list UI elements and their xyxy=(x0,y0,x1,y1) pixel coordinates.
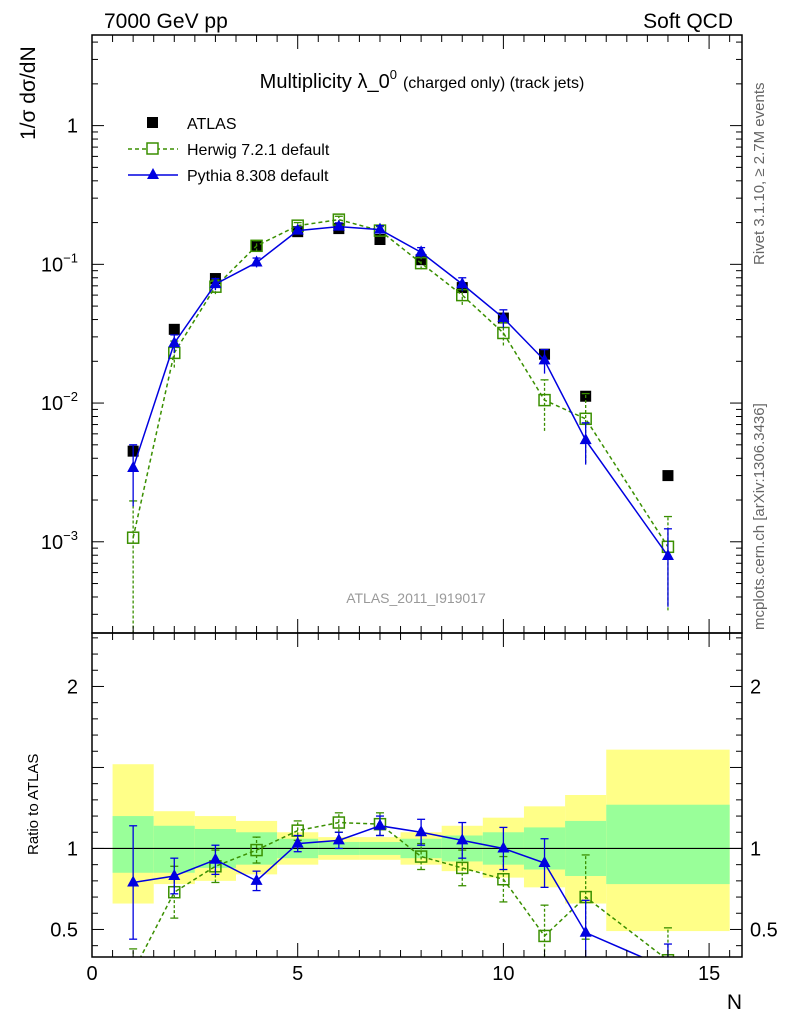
legend-marker-herwig xyxy=(146,142,159,155)
ratio-panel-data xyxy=(127,812,675,977)
pythia-point xyxy=(538,353,551,365)
herwig-ratio-point xyxy=(250,843,263,857)
analysis-id: ATLAS_2011_I919017 xyxy=(346,590,486,606)
herwig-ratio-point xyxy=(456,861,469,875)
ratio-y-tick-label: 2 xyxy=(67,676,78,698)
herwig-point xyxy=(414,256,428,270)
x-tick-label: 10 xyxy=(492,963,514,985)
pythia-point xyxy=(291,223,304,235)
pythia-point xyxy=(209,277,222,289)
mcplots-label: mcplots.cern.ch [arXiv:1306.3436] xyxy=(751,403,768,630)
pythia-ratio-point xyxy=(209,852,222,864)
pythia-point xyxy=(579,433,592,445)
pythia-point xyxy=(456,277,469,289)
atlas-point xyxy=(168,323,180,335)
legend-marker-pythia xyxy=(147,168,159,179)
top-y-tick-label: 10−1 xyxy=(41,250,78,276)
ratio-y-tick-label: 0.5 xyxy=(50,919,78,941)
pythia-point xyxy=(332,219,345,231)
header-left: 7000 GeV pp xyxy=(104,10,228,33)
pythia-ratio-point xyxy=(332,833,345,845)
herwig-ratio-point xyxy=(538,929,551,943)
chart-title: Multiplicity λ_00 (charged only) (track j… xyxy=(260,67,585,93)
header-right: Soft QCD xyxy=(643,10,733,33)
top-y-tick-label: 1 xyxy=(67,116,78,138)
atlas-point xyxy=(662,470,674,482)
legend-marker-atlas xyxy=(147,117,158,128)
chart-title-suffix: (charged only) (track jets) xyxy=(403,75,584,92)
pythia-ratio-point xyxy=(579,925,592,937)
pythia-ratio-point xyxy=(291,836,304,848)
ratio-y-tick-label-right: 2 xyxy=(750,676,761,698)
pythia-point xyxy=(250,255,263,267)
tick-label-base: 1 xyxy=(67,116,78,138)
axes: 10−310−210−110.5 0.51 12 20 5 10 15 xyxy=(41,34,778,985)
plot-content xyxy=(126,213,675,977)
legend-label-atlas: ATLAS xyxy=(187,116,237,133)
herwig-ratio-point xyxy=(497,872,510,886)
legend-label-herwig: Herwig 7.2.1 default xyxy=(187,142,330,159)
pythia-ratio-point xyxy=(168,869,181,880)
top-y-tick-label: 10−2 xyxy=(41,389,78,415)
herwig-point xyxy=(126,531,140,544)
ratio-y-axis-title: Ratio to ATLAS xyxy=(25,754,42,855)
x-tick-label: 5 xyxy=(292,963,303,985)
herwig-line xyxy=(132,218,669,548)
top-y-axis-title: 1/σ dσ/dN xyxy=(17,46,40,140)
chart-title-sup: 0 xyxy=(390,67,397,82)
legend-label-pythia: Pythia 8.308 default xyxy=(187,168,329,185)
ratio-y-tick-label-right: 0.5 xyxy=(750,919,778,941)
tick-label-base: 10 xyxy=(41,393,63,415)
pythia-ratio-point xyxy=(497,841,510,853)
stat-uncertainty-band xyxy=(606,804,730,885)
pythia-point xyxy=(168,336,181,348)
pythia-point xyxy=(661,548,674,560)
ratio-band-group xyxy=(92,749,742,932)
atlas-point xyxy=(374,234,386,246)
legend: ATLAS Herwig 7.2.1 default Pythia 8.308 … xyxy=(128,116,330,185)
pythia-ratio-point xyxy=(127,875,140,887)
rivet-label: Rivet 3.1.10, ≥ 2.7M events xyxy=(751,83,768,266)
pythia-point xyxy=(497,311,510,323)
pythia-point xyxy=(415,245,428,257)
ratio-y-tick-label-right: 1 xyxy=(750,838,761,860)
chart-title-main: Multiplicity λ_0 xyxy=(260,71,390,93)
pythia-point xyxy=(373,222,386,234)
pythia-ratio-point xyxy=(456,833,469,845)
x-tick-label: 15 xyxy=(698,963,720,985)
pythia-ratio-point xyxy=(373,818,386,830)
tick-label-exponent: −3 xyxy=(63,528,78,543)
tick-label-base: 10 xyxy=(41,532,63,554)
pythia-ratio-point xyxy=(415,825,428,837)
ratio-y-tick-label: 1 xyxy=(67,838,78,860)
top-y-tick-label: 10−3 xyxy=(41,528,78,554)
x-axis-title: N xyxy=(727,991,742,1014)
pythia-point xyxy=(127,461,140,473)
herwig-point xyxy=(538,393,551,407)
tick-label-exponent: −2 xyxy=(63,389,78,404)
herwig-ratio-point xyxy=(128,966,139,977)
x-tick-label: 0 xyxy=(86,963,97,985)
top-panel-data xyxy=(126,213,675,633)
pythia-ratio-point xyxy=(250,873,263,885)
ratio-bands xyxy=(92,749,742,932)
herwig-point xyxy=(250,239,263,253)
herwig-ratio-point xyxy=(414,850,428,863)
tick-label-exponent: −1 xyxy=(63,250,78,265)
pythia-ratio-point xyxy=(538,856,551,868)
tick-label-base: 10 xyxy=(41,254,63,276)
atlas-point xyxy=(415,254,427,266)
ratio-panel-frame xyxy=(91,632,743,958)
herwig-ratio-point xyxy=(332,816,346,829)
pythia-ratio-point xyxy=(662,961,674,972)
